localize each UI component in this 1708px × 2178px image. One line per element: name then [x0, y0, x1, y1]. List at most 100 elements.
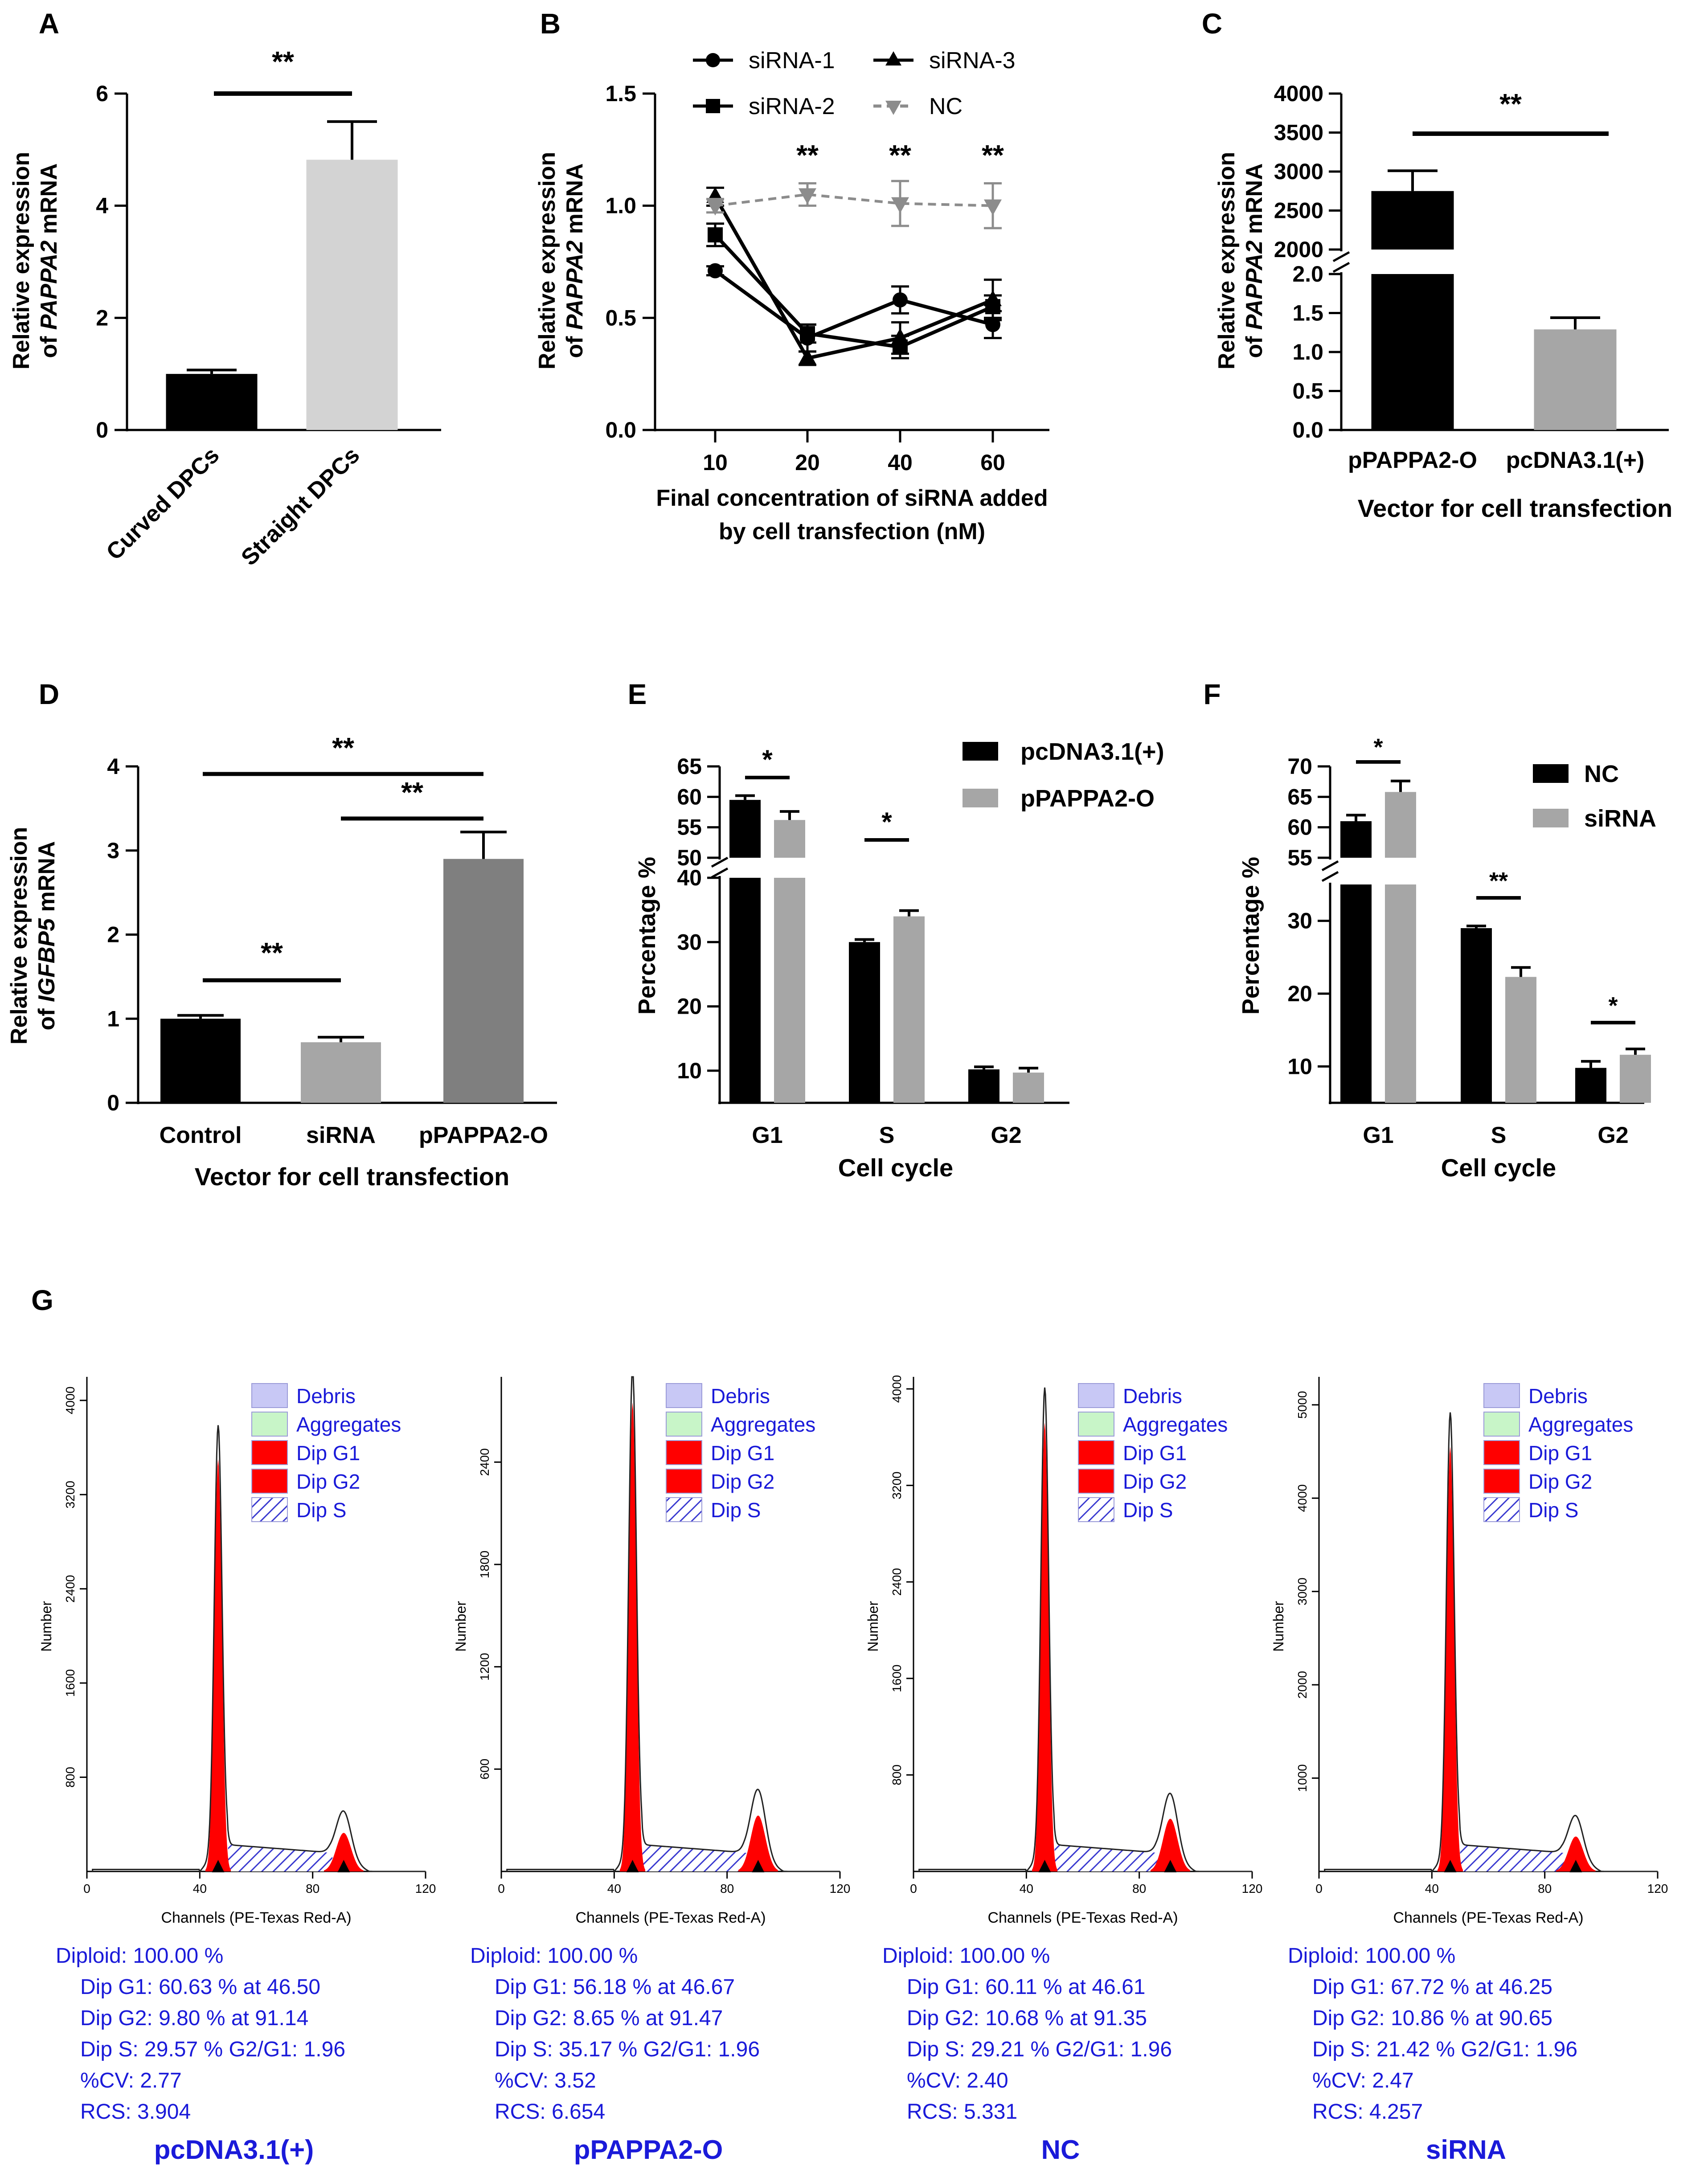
bar-lower — [1340, 884, 1372, 1103]
y-axis-label: Relative expression — [8, 152, 34, 369]
data-point — [984, 290, 1002, 307]
y-tick-label: 60 — [677, 784, 702, 809]
hist-legend-swatch — [666, 1440, 702, 1465]
bar-0-lower — [1371, 274, 1454, 430]
hist-y-tick-label: 800 — [63, 1767, 77, 1788]
hist-stats-line: %CV: 2.47 — [1312, 2069, 1414, 2092]
x-category-label: S — [879, 1122, 895, 1148]
hist-stats-line: %CV: 3.52 — [495, 2069, 596, 2092]
hist-panel-label: NC — [1041, 2135, 1080, 2165]
legend-marker — [706, 99, 720, 113]
x-tick-label: 60 — [980, 450, 1005, 475]
hist-x-axis-label: Channels (PE-Texas Red-A) — [987, 1909, 1178, 1926]
hist-legend-swatch — [1483, 1412, 1520, 1437]
hist-legend-label: Dip S — [1123, 1498, 1173, 1522]
y-tick-label: 2500 — [1274, 198, 1323, 223]
y-tick-label: 1.5 — [1292, 301, 1323, 326]
y-axis-label-gene: of PAPPA2 mRNA — [562, 163, 588, 358]
hist-y-tick-label: 5000 — [1295, 1391, 1309, 1419]
hist-stats-line: Diploid: 100.00 % — [1288, 1944, 1455, 1968]
y-tick-label: 0.5 — [1292, 379, 1323, 404]
hist-stats-line: RCS: 5.331 — [907, 2100, 1017, 2124]
axis-break-mark — [1332, 251, 1350, 262]
bar-upper — [729, 800, 761, 858]
hist-legend-swatch — [1078, 1412, 1114, 1437]
hist-legend-label: Debris — [1528, 1384, 1588, 1408]
y-tick-label: 65 — [1287, 784, 1312, 809]
hist-y-tick-label: 2400 — [478, 1448, 492, 1476]
significance-stars: * — [762, 745, 773, 774]
x-category-label: Straight DPCs — [236, 442, 365, 570]
y-tick-label: 0 — [107, 1090, 119, 1115]
bar — [1013, 1073, 1044, 1103]
hist-x-tick-label: 80 — [1538, 1882, 1552, 1896]
bar-lower — [729, 878, 761, 1103]
bar-0-upper — [1371, 191, 1454, 250]
panel-letter-c: C — [1202, 8, 1222, 40]
hist-stats-line: Dip G2: 8.65 % at 91.47 — [495, 2006, 723, 2030]
hist-legend-swatch — [1483, 1440, 1520, 1465]
x-category-label: siRNA — [306, 1122, 376, 1148]
hist-legend-swatch — [251, 1383, 288, 1408]
axis-break-gap — [1323, 251, 1678, 272]
legend-label: siRNA — [1584, 805, 1656, 832]
hist-x-tick-label: 0 — [498, 1882, 505, 1896]
y-tick-label: 0 — [96, 418, 108, 442]
hist-dip-g2-peak — [1556, 1836, 1596, 1871]
legend-label: pcDNA3.1(+) — [1020, 738, 1164, 765]
hist-stats-line: Dip G1: 60.11 % at 46.61 — [907, 1975, 1145, 1999]
hist-x-axis-label: Channels (PE-Texas Red-A) — [1393, 1909, 1583, 1926]
hist-y-tick-label: 1600 — [890, 1665, 904, 1692]
y-tick-label: 3000 — [1274, 159, 1323, 184]
hist-x-tick-label: 40 — [1020, 1882, 1033, 1896]
hist-legend-swatch — [666, 1412, 702, 1437]
axis-break-gap — [1312, 860, 1624, 883]
hist-legend-label: Dip G1 — [711, 1441, 774, 1465]
hist-y-tick-label: 4000 — [63, 1387, 77, 1414]
hist-legend-label: Dip G1 — [1528, 1441, 1592, 1465]
hist-x-tick-label: 80 — [306, 1882, 319, 1896]
data-point — [708, 227, 723, 243]
hist-legend-swatch — [666, 1469, 702, 1494]
hist-legend-swatch — [251, 1469, 288, 1494]
hist-outline-curve — [1324, 1412, 1658, 1873]
data-point — [708, 263, 723, 278]
series-line-siRNA-1 — [714, 269, 994, 340]
legend-label: NC — [929, 94, 963, 119]
hist-legend-swatch — [251, 1440, 288, 1465]
y-tick-label: 30 — [677, 929, 702, 954]
hist-dip-g1-peak — [620, 1402, 645, 1871]
y-tick-label: 4 — [96, 193, 108, 218]
hist-y-tick-label: 1800 — [478, 1551, 492, 1578]
hist-y-axis-label: Number — [865, 1601, 881, 1652]
x-category-label: Curved DPCs — [101, 442, 224, 565]
hist-stats-line: Diploid: 100.00 % — [470, 1944, 638, 1968]
hist-x-tick-label: 0 — [83, 1882, 90, 1896]
panel-letter-d: D — [39, 678, 59, 710]
x-tick-label: 40 — [888, 450, 913, 475]
y-tick-label: 65 — [677, 754, 702, 779]
bar-1 — [1534, 329, 1617, 430]
x-category-label: G1 — [752, 1122, 782, 1148]
hist-x-tick-label: 120 — [830, 1882, 851, 1896]
y-axis-label: Relative expression — [534, 152, 560, 369]
hist-x-tick-label: 0 — [910, 1882, 917, 1896]
hist-dip-g2-peak — [1151, 1818, 1190, 1871]
y-tick-label: 10 — [1287, 1054, 1312, 1079]
bar-0 — [160, 1019, 241, 1103]
hist-y-tick-label: 1000 — [1295, 1764, 1309, 1792]
y-tick-label: 3 — [107, 838, 119, 863]
y-axis-label-gene: of PAPPA2 mRNA — [36, 163, 62, 358]
y-tick-label: 20 — [677, 994, 702, 1019]
bar — [1461, 928, 1492, 1103]
hist-x-tick-label: 80 — [720, 1882, 734, 1896]
hist-stats-line: Dip S: 35.17 % G2/G1: 1.96 — [495, 2038, 760, 2061]
hist-stats-line: Dip S: 29.21 % G2/G1: 1.96 — [907, 2038, 1172, 2061]
hist-peak-marker — [212, 1860, 225, 1872]
hist-stats-line: Dip G1: 60.63 % at 46.50 — [80, 1975, 320, 1999]
bar-1 — [301, 1042, 381, 1103]
y-tick-label: 55 — [1287, 845, 1312, 870]
hist-y-tick-label: 2000 — [1295, 1671, 1309, 1699]
hist-y-axis-label: Number — [38, 1601, 54, 1652]
y-tick-label: 2 — [96, 305, 108, 330]
